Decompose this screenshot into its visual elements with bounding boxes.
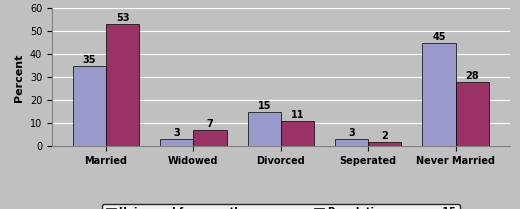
Legend: Uninsured for more than one year, Population over age 15: Uninsured for more than one year, Popula… [102,204,460,209]
Text: 35: 35 [83,55,96,65]
Bar [193,130,227,146]
Y-axis label: Percent: Percent [15,53,24,102]
Text: 3: 3 [174,128,180,138]
Bar [422,43,456,146]
Bar [281,121,314,146]
Text: 3: 3 [348,128,355,138]
Text: 11: 11 [291,110,304,120]
Text: 28: 28 [465,71,479,81]
Bar [368,142,401,146]
Bar [248,112,281,146]
Text: 2: 2 [382,131,388,140]
Bar [160,139,193,146]
Bar [73,66,106,146]
Text: 7: 7 [206,119,213,129]
Text: 45: 45 [432,32,446,42]
Bar [335,139,368,146]
Bar [456,82,489,146]
Text: 15: 15 [257,101,271,111]
Text: 53: 53 [116,13,129,23]
Bar [106,24,139,146]
